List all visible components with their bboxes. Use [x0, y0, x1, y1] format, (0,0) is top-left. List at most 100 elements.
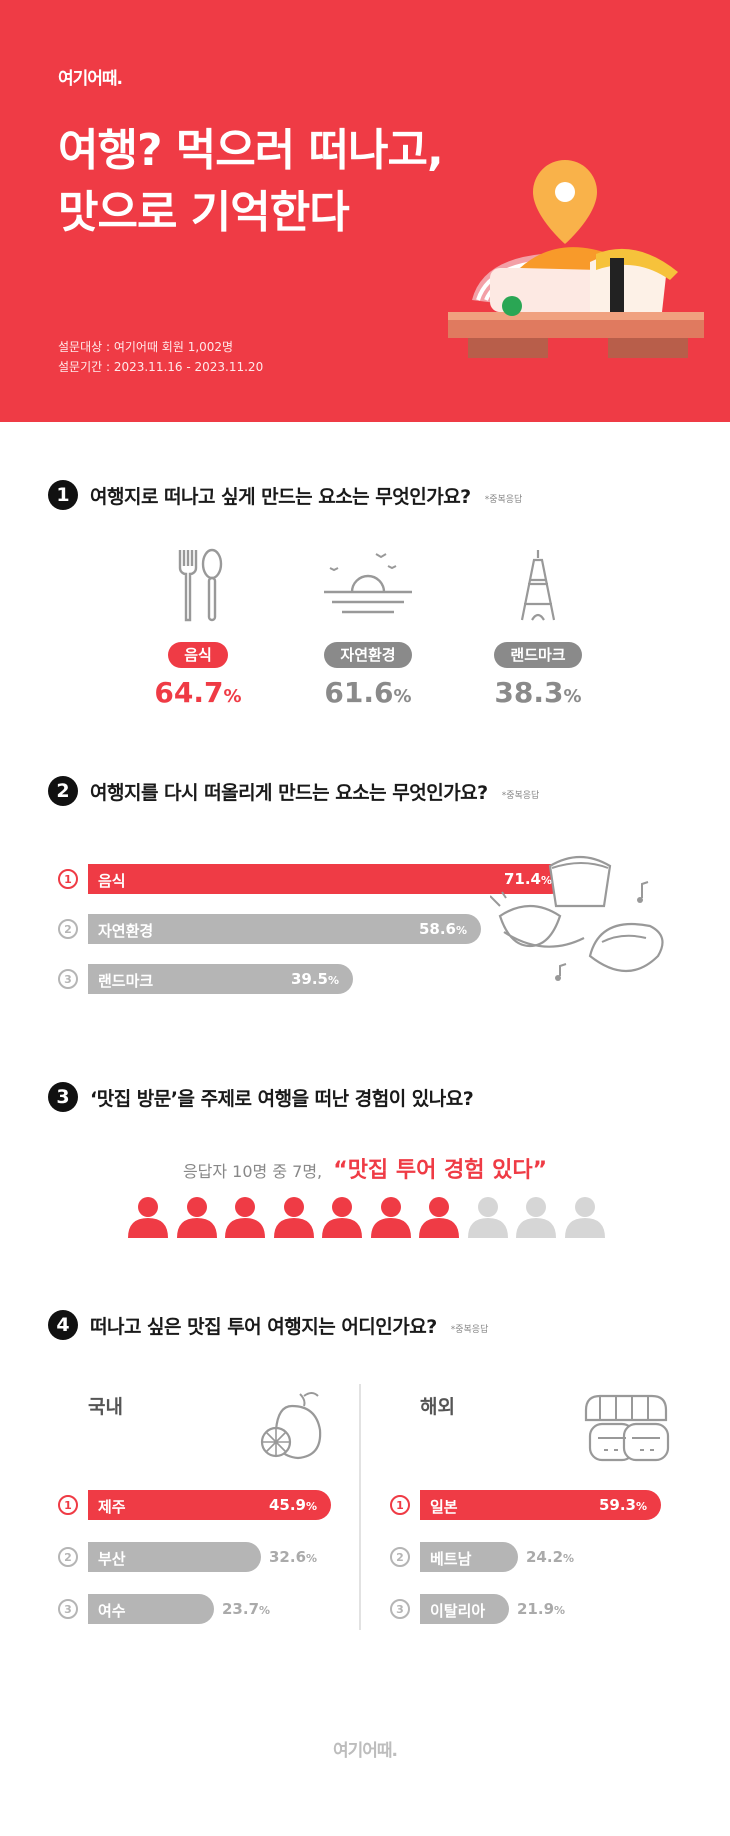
- s1-value-unit: %: [393, 686, 412, 707]
- s1-item-nature: 자연환경 61.6%: [308, 548, 428, 709]
- s1-value-number: 64.7: [154, 676, 224, 709]
- footer-logo: 여기어때.: [332, 1741, 398, 1761]
- bar-value-number: 23.7: [222, 1600, 260, 1618]
- bar-value-unit: %: [305, 1500, 317, 1513]
- bar-label: 자연환경: [98, 922, 154, 940]
- tower-icon: [520, 550, 556, 621]
- bar: 이탈리아: [420, 1594, 509, 1624]
- bar-value: 59.3%: [599, 1496, 647, 1514]
- location-pin-icon: [533, 160, 597, 244]
- bar-value: 71.4%: [504, 870, 552, 888]
- bar-value-number: 24.2: [526, 1548, 564, 1566]
- s1-label: 음식: [168, 642, 228, 668]
- overseas-title: 해외: [420, 1396, 455, 1418]
- person-icon-yes: [126, 1196, 170, 1238]
- bar-value-unit: %: [259, 1604, 271, 1617]
- sushi-icon: [584, 1394, 670, 1462]
- survey-period: 설문기간 : 2023.11.16 - 2023.11.20: [58, 360, 264, 374]
- region-divider: [359, 1384, 361, 1630]
- s3-highlight: “맛집 투어 경험 있다”: [333, 1158, 548, 1183]
- s1-label: 자연환경: [324, 642, 412, 668]
- bar-value: 32.6%: [269, 1548, 317, 1566]
- bar-value-number: 32.6: [269, 1548, 307, 1566]
- s1-item-landmark: 랜드마크 38.3%: [478, 548, 598, 709]
- bar-value-number: 21.9: [517, 1600, 555, 1618]
- bar: 베트남: [420, 1542, 518, 1572]
- hero-title: 여행? 먹으러 떠나고, 맛으로 기억한다: [58, 120, 444, 244]
- bar-value-number: 45.9: [268, 1496, 306, 1514]
- bar-label: 이탈리아: [430, 1602, 486, 1620]
- bar-value-number: 59.3: [598, 1496, 636, 1514]
- bar-value: 23.7%: [222, 1600, 270, 1618]
- sushi-illustration: [448, 160, 704, 358]
- person-icon-yes: [417, 1196, 461, 1238]
- rank-badge: 1: [58, 869, 78, 889]
- food-doodle-icon: [490, 856, 664, 981]
- section-number: 2: [48, 776, 78, 806]
- bar-label: 음식: [98, 872, 126, 890]
- rank-badge: 2: [58, 1547, 78, 1567]
- s1-value: 38.3%: [478, 676, 598, 709]
- bar-value-unit: %: [563, 1552, 575, 1565]
- section-question: 떠나고 싶은 맛집 투어 여행지는 어디인가요?: [90, 1315, 437, 1338]
- bar: 여수: [88, 1594, 214, 1624]
- bar-value: 58.6%: [419, 920, 467, 938]
- s1-item-food: 음식 64.7%: [138, 548, 258, 709]
- bar-value-number: 39.5: [290, 970, 328, 988]
- person-icon-yes: [175, 1196, 219, 1238]
- hero-banner: 여기어때. 여행? 먹으러 떠나고, 맛으로 기억한다 설문대상 : 여기어때 …: [0, 0, 730, 422]
- rank-badge: 3: [58, 1599, 78, 1619]
- s3-lead: 응답자 10명 중 7명,: [182, 1162, 323, 1181]
- section-4-header: 4 떠나고 싶은 맛집 투어 여행지는 어디인가요? *중복응답: [48, 1310, 488, 1340]
- person-icon-no: [514, 1196, 558, 1238]
- fork-spoon-icon: [178, 548, 223, 622]
- bar-value: 21.9%: [517, 1600, 565, 1618]
- section-number: 4: [48, 1310, 78, 1340]
- sunset-icon: [324, 553, 412, 614]
- multiple-response-note: *중복응답: [484, 494, 523, 505]
- s1-value-unit: %: [223, 686, 242, 707]
- section-question: ‘맛집 방문’을 주제로 여행을 떠난 경험이 있나요?: [90, 1087, 474, 1110]
- domestic-title: 국내: [88, 1396, 123, 1418]
- bar: 부산: [88, 1542, 261, 1572]
- s3-result-sentence: 응답자 10명 중 7명, “맛집 투어 경험 있다”: [0, 1152, 730, 1184]
- section-3-header: 3 ‘맛집 방문’을 주제로 여행을 떠난 경험이 있나요?: [48, 1082, 474, 1112]
- s1-value-unit: %: [563, 686, 582, 707]
- bar-value-unit: %: [455, 924, 467, 937]
- bar-value-unit: %: [306, 1552, 318, 1565]
- section-1-header: 1 여행지로 떠나고 싶게 만드는 요소는 무엇인가요? *중복응답: [48, 480, 522, 510]
- bar-label: 여수: [98, 1602, 126, 1620]
- section-question: 여행지로 떠나고 싶게 만드는 요소는 무엇인가요?: [90, 485, 471, 508]
- s1-value: 64.7%: [138, 676, 258, 709]
- rank-badge: 2: [58, 919, 78, 939]
- bar-value-unit: %: [327, 974, 339, 987]
- bar-value-unit: %: [554, 1604, 566, 1617]
- hero-title-line2: 맛으로 기억한다: [58, 187, 350, 238]
- rank-badge: 2: [390, 1547, 410, 1567]
- bar-value-number: 58.6: [418, 920, 456, 938]
- section-number: 3: [48, 1082, 78, 1112]
- bar-value: 24.2%: [526, 1548, 574, 1566]
- bar-label: 제주: [98, 1498, 126, 1516]
- bar-label: 부산: [98, 1550, 126, 1568]
- rank-badge: 1: [58, 1495, 78, 1515]
- s1-value: 61.6%: [308, 676, 428, 709]
- section-number: 1: [48, 480, 78, 510]
- bar-value-number: 71.4: [503, 870, 541, 888]
- bar: 일본 59.3%: [420, 1490, 661, 1520]
- bar-label: 일본: [430, 1498, 458, 1516]
- multiple-response-note: *중복응답: [501, 790, 540, 801]
- multiple-response-note: *중복응답: [450, 1324, 489, 1335]
- person-icon-yes: [272, 1196, 316, 1238]
- bar: 제주 45.9%: [88, 1490, 331, 1520]
- bar-value-unit: %: [540, 874, 552, 887]
- bar-value: 45.9%: [269, 1496, 317, 1514]
- person-icon-yes: [223, 1196, 267, 1238]
- person-icon-no: [563, 1196, 607, 1238]
- s1-value-number: 61.6: [324, 676, 394, 709]
- brand-logo: 여기어때.: [58, 69, 123, 89]
- hero-title-line1: 여행? 먹으러 떠나고,: [58, 125, 444, 176]
- person-icon-yes: [320, 1196, 364, 1238]
- bar: 랜드마크 39.5%: [88, 964, 353, 994]
- bar-value: 39.5%: [291, 970, 339, 988]
